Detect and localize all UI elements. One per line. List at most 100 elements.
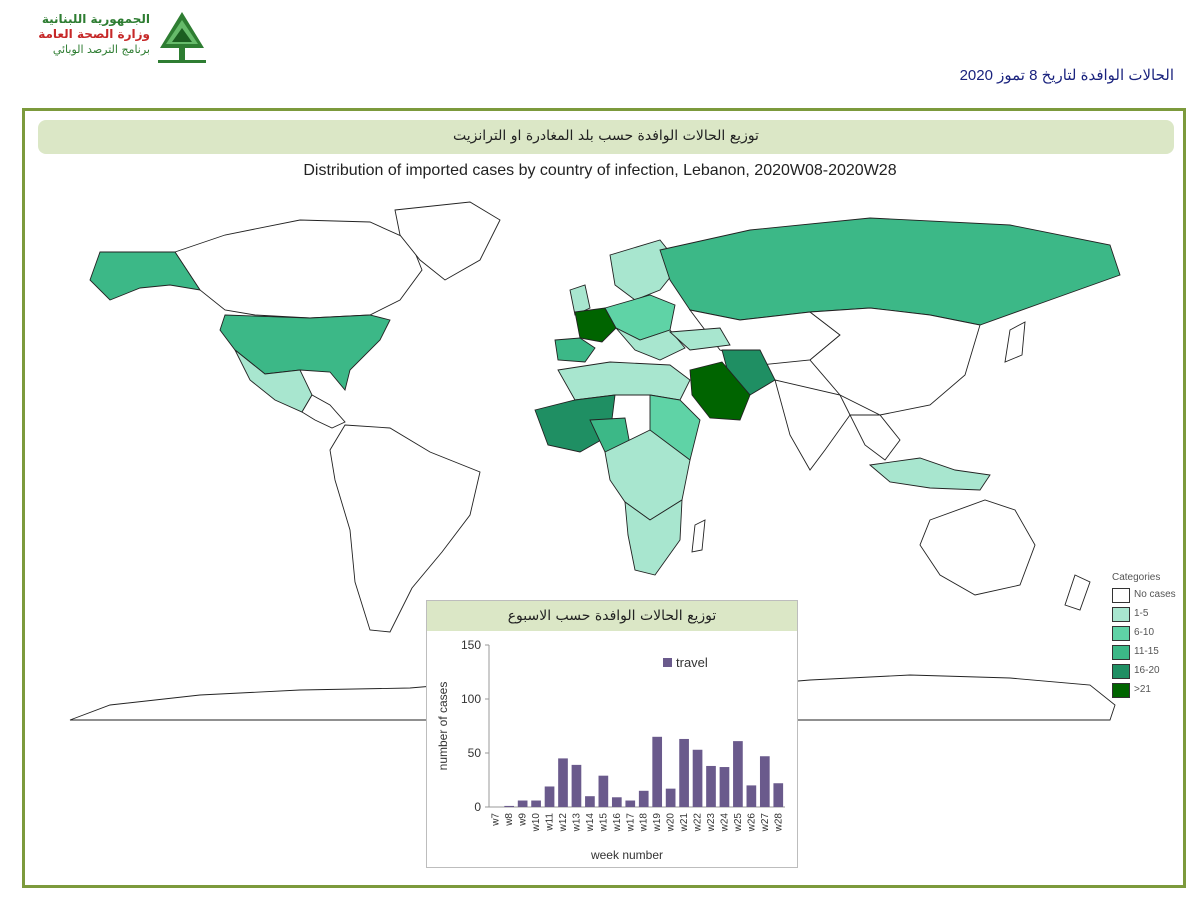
bar <box>692 749 703 807</box>
bar <box>611 797 622 807</box>
y-axis-title: number of cases <box>436 682 450 771</box>
logo-line-ministry: وزارة الصحة العامة <box>38 27 150 41</box>
legend-title: Categories <box>1112 572 1161 583</box>
bar <box>679 738 689 807</box>
region-japan <box>1004 321 1026 363</box>
legend-label-travel: travel <box>676 655 708 670</box>
region-russia <box>659 217 1121 326</box>
region-southern-africa <box>624 499 683 576</box>
bar <box>558 758 568 807</box>
x-tick-label: w8 <box>504 813 515 827</box>
region-canada <box>174 219 423 319</box>
x-tick-label: w17 <box>625 813 636 833</box>
legend-swatch <box>1112 683 1130 698</box>
x-tick-label: w16 <box>612 813 623 833</box>
x-tick-label: w9 <box>518 813 529 827</box>
bar <box>706 765 716 807</box>
report-date: الحالات الوافدة لتاريخ 8 تموز 2020 <box>959 67 1174 84</box>
logo-text: الجمهورية اللبنانية وزارة الصحة العامة ب… <box>12 12 150 57</box>
legend-swatch <box>1112 626 1130 641</box>
legend-item: 16-20 <box>1112 662 1194 681</box>
bar <box>665 788 676 807</box>
legend-swatch <box>1112 607 1130 622</box>
x-tick-label: w23 <box>706 813 717 833</box>
bar <box>773 783 784 807</box>
x-tick-label: w28 <box>773 813 784 833</box>
bar <box>531 800 541 807</box>
legend-item: 1-5 <box>1112 605 1194 624</box>
y-tick-label: 0 <box>474 800 481 814</box>
legend-label: >21 <box>1134 684 1151 695</box>
legend-item: >21 <box>1112 681 1194 700</box>
region-india <box>774 379 851 471</box>
region-turkey <box>668 327 731 351</box>
x-tick-label: w18 <box>639 813 650 833</box>
map-arabic-header: توزيع الحالات الوافدة حسب بلد المغادرة ا… <box>38 120 1174 154</box>
region-se-asia <box>849 414 901 461</box>
bar <box>759 756 770 807</box>
x-tick-label: w22 <box>693 813 704 833</box>
legend-item: 11-15 <box>1112 643 1194 662</box>
legend-swatch <box>1112 645 1130 660</box>
bar <box>504 805 515 807</box>
region-france <box>574 307 617 343</box>
x-tick-label: w25 <box>733 813 744 833</box>
x-tick-label: w10 <box>531 813 542 833</box>
bar <box>638 790 649 807</box>
region-alaska <box>89 251 201 301</box>
weekly-chart-panel: توزيع الحالات الوافدة حسب الاسبوع 0 50 100… <box>426 600 798 868</box>
bar <box>571 764 582 807</box>
bar <box>652 736 663 807</box>
region-italy-balkans <box>615 327 686 361</box>
x-tick-label: w11 <box>545 813 556 832</box>
legend-label: 1-5 <box>1134 608 1149 619</box>
x-tick-label: w13 <box>571 813 582 833</box>
region-greenland <box>394 201 501 281</box>
region-south-america <box>329 424 481 633</box>
bar <box>719 767 730 807</box>
region-madagascar <box>691 519 706 553</box>
region-usa <box>219 314 391 391</box>
map-legend: Categories No cases 1-5 6-10 11-15 16-20… <box>1112 572 1194 700</box>
region-central-america <box>301 394 346 429</box>
x-tick-label: w24 <box>719 813 730 833</box>
bar <box>585 796 595 807</box>
region-australia <box>919 499 1036 596</box>
x-axis-title: week number <box>590 848 663 862</box>
legend-label: No cases <box>1134 589 1176 600</box>
y-tick-label: 150 <box>461 638 481 652</box>
bar <box>544 786 555 807</box>
legend-item: No cases <box>1112 586 1194 605</box>
region-spain <box>554 337 596 363</box>
region-uk <box>569 284 591 316</box>
logo-line-program: برنامج الترصد الوبائي <box>52 43 150 56</box>
world-map <box>69 201 1121 721</box>
region-new-zealand <box>1064 574 1091 611</box>
x-tick-label: w12 <box>558 813 569 833</box>
x-tick-label: w7 <box>491 813 502 827</box>
bar <box>746 785 757 807</box>
region-indonesia <box>868 457 991 491</box>
y-tick-label: 50 <box>468 746 482 760</box>
logo-line-republic: الجمهورية اللبنانية <box>41 12 150 26</box>
x-tick-label: w27 <box>760 813 771 833</box>
region-china <box>808 307 981 416</box>
x-tick-label: w19 <box>652 813 663 833</box>
legend-item: 6-10 <box>1112 624 1194 643</box>
x-tick-label: w20 <box>666 813 677 833</box>
x-tick-label: w15 <box>598 813 609 833</box>
legend-label: 11-15 <box>1134 646 1159 657</box>
content-frame <box>22 108 1186 888</box>
x-tick-label: w14 <box>585 813 596 833</box>
bar <box>733 741 743 807</box>
x-tick-label: w21 <box>679 813 690 833</box>
bar <box>517 800 528 807</box>
legend-swatch-travel <box>663 658 672 667</box>
legend-swatch <box>1112 588 1130 603</box>
bar <box>598 775 609 807</box>
bar <box>625 800 636 807</box>
region-saudi-arabia <box>689 361 751 421</box>
x-tick-label: w26 <box>746 813 757 833</box>
y-tick-label: 100 <box>461 692 481 706</box>
